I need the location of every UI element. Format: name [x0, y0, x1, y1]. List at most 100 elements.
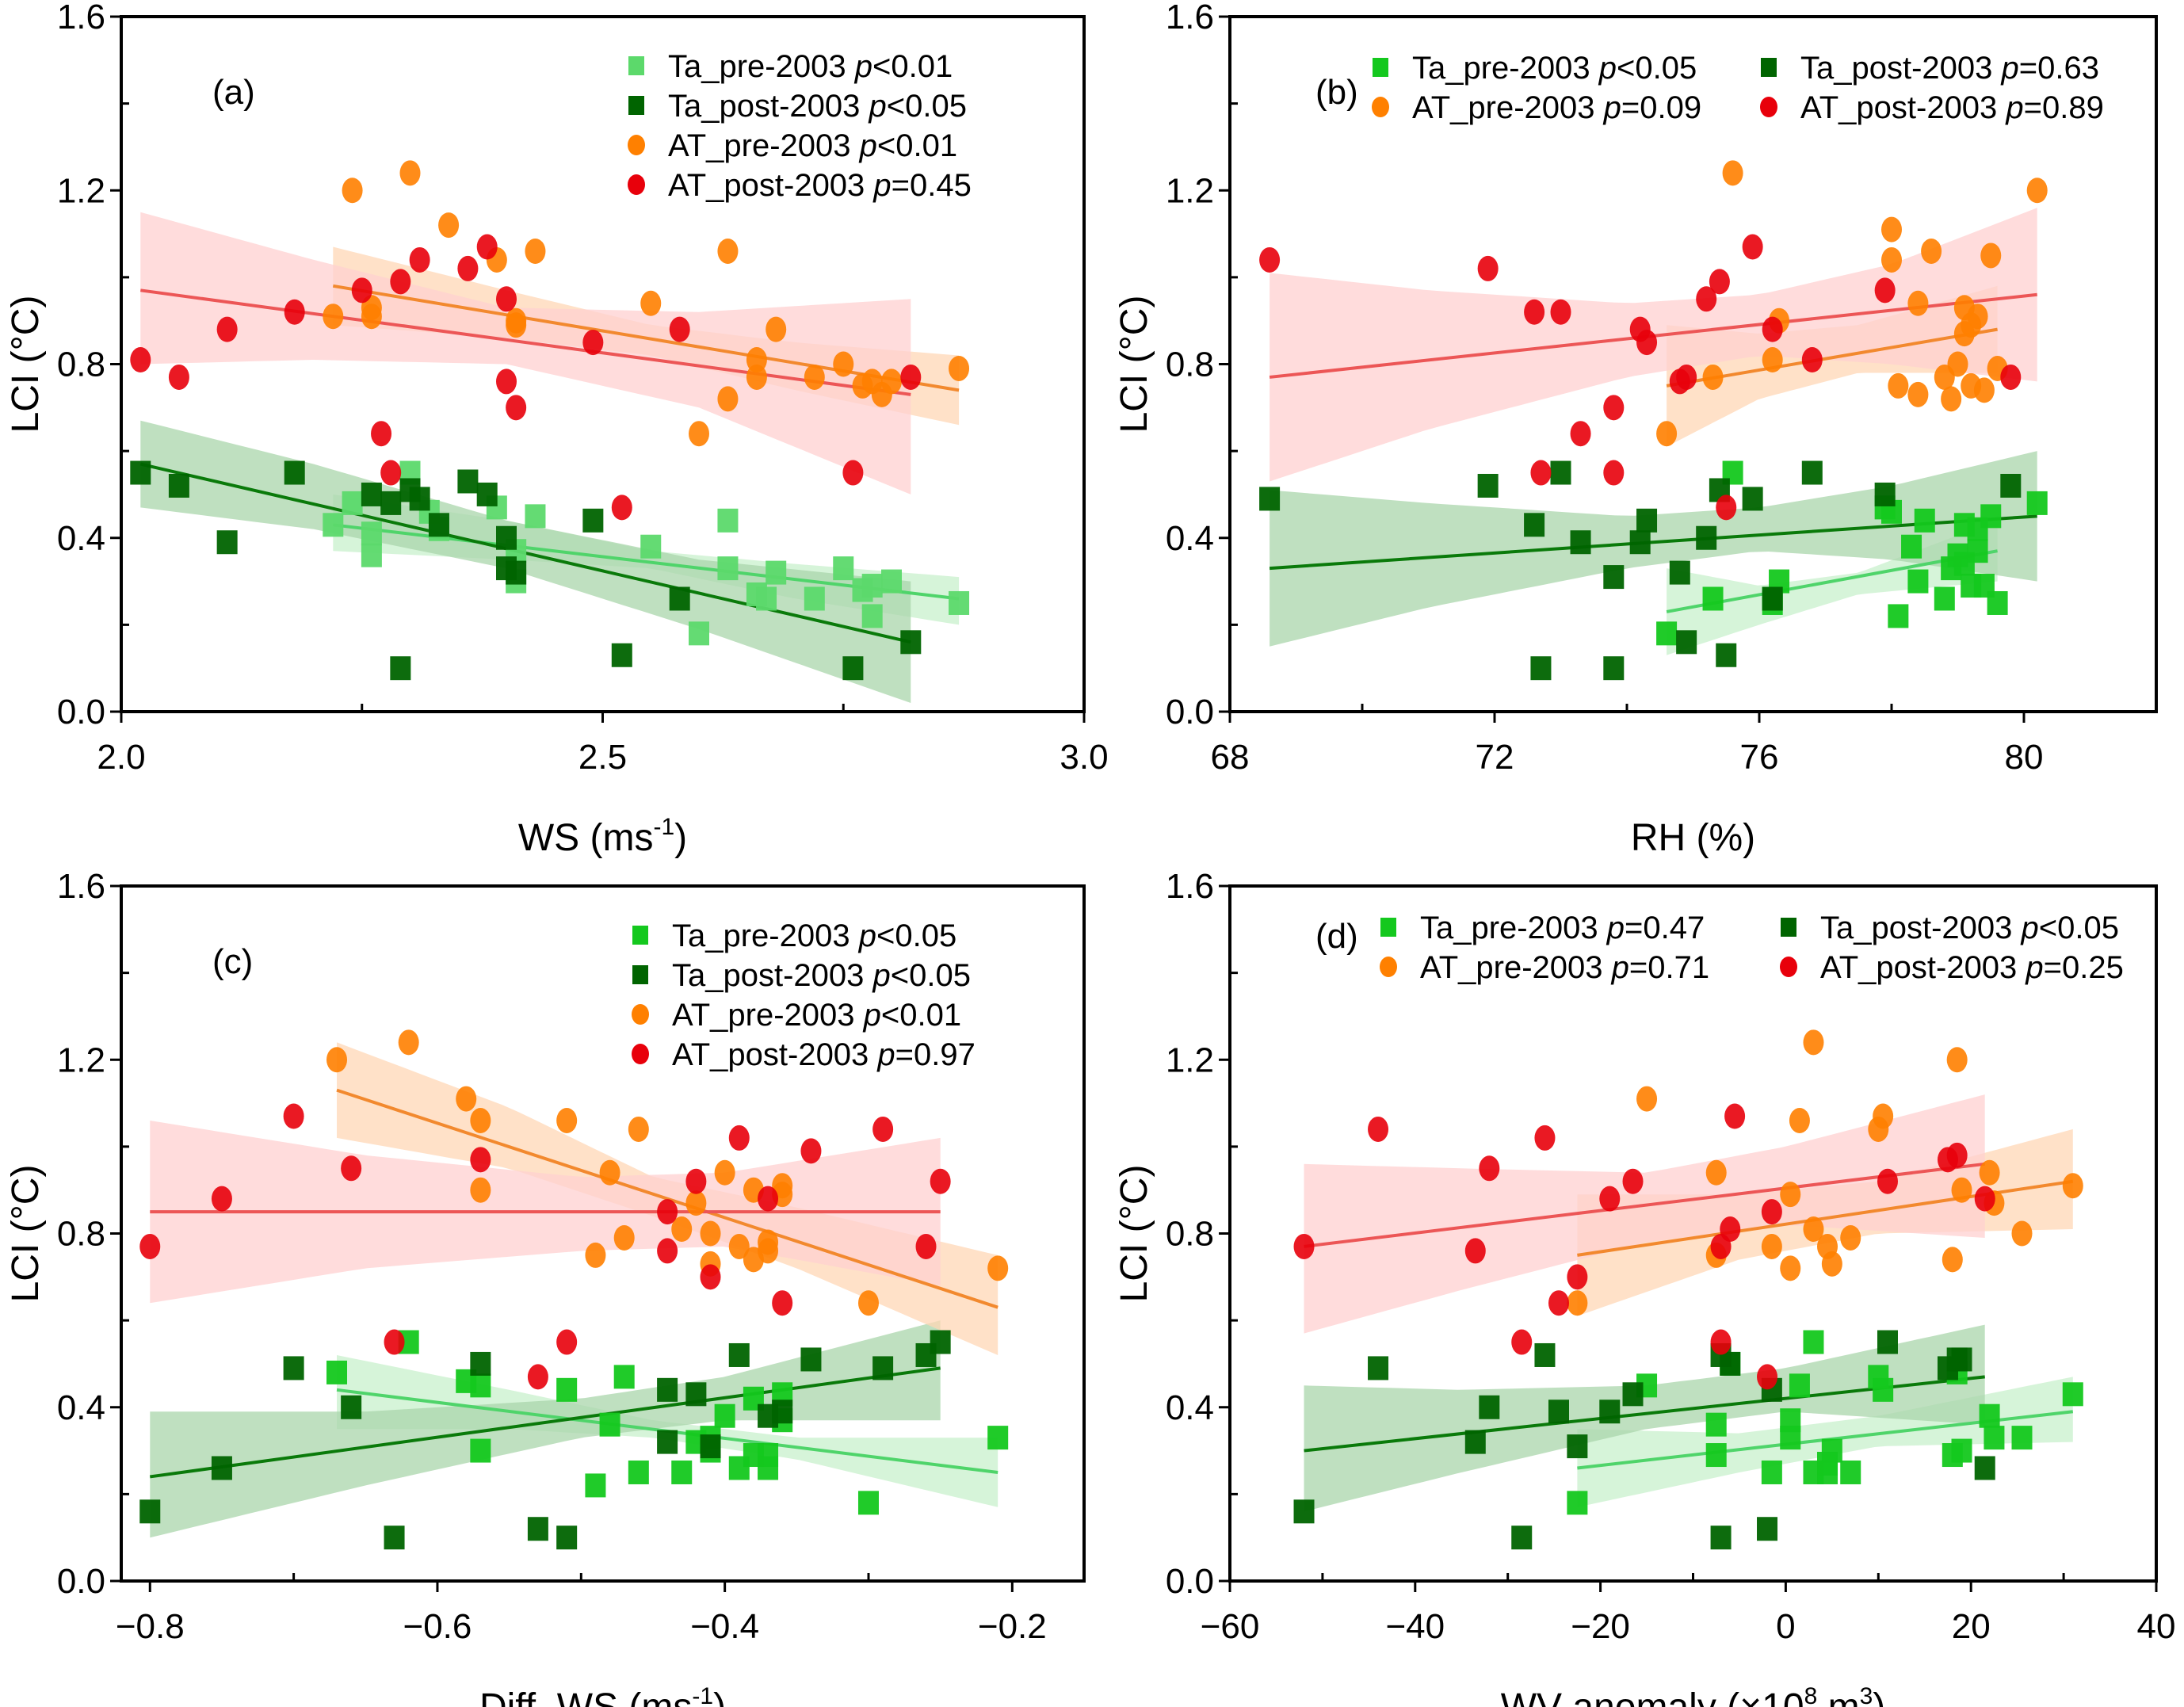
- data-point: [342, 178, 363, 204]
- series-ta-post-2003: [1293, 1330, 1995, 1550]
- x-tick-label: 3.0: [1060, 738, 1108, 777]
- series-ta-post-2003: [130, 460, 922, 681]
- series-at-post-2003: [1259, 234, 2022, 521]
- data-point: [1511, 1526, 1533, 1550]
- confidence-bands: [140, 212, 960, 703]
- data-point: [1757, 1364, 1778, 1390]
- data-point: [384, 1329, 405, 1355]
- data-point: [582, 508, 604, 533]
- data-point: [1877, 1168, 1898, 1194]
- series-at-post-2003: [1293, 1103, 1995, 1390]
- data-point: [1636, 508, 1658, 533]
- data-point: [1881, 246, 1902, 273]
- data-point: [2026, 178, 2048, 204]
- data-point: [1567, 1434, 1588, 1459]
- data-point: [470, 1351, 491, 1376]
- data-point: [585, 1473, 606, 1498]
- legend-item-ta-pre-2003: Ta_pre-2003 p=0.47: [1380, 911, 1705, 945]
- data-point: [758, 1456, 779, 1480]
- data-point: [669, 316, 690, 342]
- data-point: [1942, 1247, 1963, 1273]
- data-point: [671, 1460, 693, 1484]
- legend-marker-circle-icon: [628, 135, 645, 155]
- data-point: [689, 421, 709, 447]
- data-point: [717, 508, 739, 533]
- data-point: [657, 1377, 678, 1402]
- data-point: [1874, 482, 1896, 506]
- legend-item-at-post-2003: AT_post-2003 p=0.45: [628, 168, 972, 203]
- data-point: [1742, 234, 1763, 260]
- legend: Ta_pre-2003 p<0.05 Ta_post-2003 p=0.63 AT_…: [1372, 51, 2104, 125]
- data-point: [599, 1159, 620, 1186]
- data-point: [1293, 1499, 1315, 1524]
- y-tick-label: 1.2: [57, 1041, 105, 1079]
- data-point: [1530, 656, 1552, 681]
- legend-marker-square-icon: [632, 926, 648, 945]
- y-axis: 0.0 0.4 0.8 1.2 1.6: [57, 0, 129, 731]
- legend-item-at-post-2003: AT_post-2003 p=0.25: [1780, 950, 2124, 985]
- data-point: [399, 160, 421, 186]
- data-point: [1821, 1251, 1842, 1277]
- data-point: [640, 534, 662, 559]
- data-point: [2062, 1173, 2083, 1199]
- x-axis-title: RH (%): [1631, 817, 1755, 859]
- data-point: [1984, 1426, 2005, 1450]
- data-point: [930, 1168, 951, 1194]
- legend-item-ta-pre-2003: Ta_pre-2003 p<0.05: [1373, 51, 1697, 86]
- data-point: [283, 1103, 304, 1129]
- data-point: [380, 491, 402, 515]
- x-tick-label: −0.2: [978, 1607, 1047, 1646]
- x-tick-label: 40: [2137, 1607, 2176, 1646]
- data-point: [1464, 1238, 1486, 1264]
- x-axis: 68 72 76 80: [1211, 704, 2158, 777]
- data-point: [1761, 1233, 1782, 1259]
- legend-item-ta-pre-2003: Ta_pre-2003 p<0.05: [632, 918, 956, 953]
- x-tick-label: −0.4: [690, 1607, 759, 1646]
- data-point: [476, 234, 498, 260]
- data-point: [613, 1224, 635, 1251]
- data-point: [1762, 316, 1783, 342]
- data-point: [1669, 560, 1690, 585]
- data-point: [211, 1186, 232, 1212]
- data-point: [341, 1395, 362, 1419]
- data-point: [700, 1264, 721, 1290]
- data-point: [380, 460, 402, 486]
- data-point: [685, 1190, 707, 1216]
- data-point: [1702, 364, 1724, 390]
- data-point: [409, 246, 430, 273]
- x-axis: 2.0 2.5 3.0: [97, 704, 1109, 777]
- data-point: [1803, 1216, 1824, 1243]
- data-point: [1705, 1159, 1727, 1186]
- data-point: [284, 299, 305, 325]
- data-point: [1947, 351, 1968, 377]
- data-point: [1742, 487, 1763, 511]
- data-point: [640, 290, 662, 316]
- data-point: [361, 521, 382, 546]
- data-point: [284, 460, 305, 485]
- y-axis-title: LCI (°C): [1113, 296, 1155, 433]
- data-point: [1877, 1330, 1898, 1354]
- y-tick-label: 0.4: [57, 519, 105, 558]
- data-point: [323, 304, 344, 330]
- y-axis: 0.0 0.4 0.8 1.2 1.6: [57, 867, 129, 1601]
- data-point: [1789, 1107, 1810, 1133]
- legend-item-at-pre-2003: AT_pre-2003 p=0.09: [1372, 90, 1701, 125]
- legend-item-ta-post-2003: Ta_post-2003 p<0.05: [1781, 911, 2119, 945]
- data-point: [872, 1116, 894, 1142]
- data-point: [506, 560, 527, 585]
- data-point: [216, 316, 238, 342]
- data-point: [1720, 1351, 1741, 1376]
- panel-a: 0.0 0.4 0.8 1.2 1.6 2.0 2.5 3.0 LCI (°C) WS (ms-1…: [5, 0, 1109, 859]
- fit-line-at-pre-2003: [332, 284, 960, 392]
- band-at-post-2003: [1304, 1094, 1985, 1334]
- series-at-post-2003: [139, 1103, 951, 1390]
- data-point: [470, 1147, 491, 1173]
- x-tick-label: 80: [2005, 738, 2044, 777]
- x-tick-label: −0.6: [403, 1607, 472, 1646]
- y-axis-title: LCI (°C): [5, 296, 47, 433]
- data-point: [457, 255, 479, 281]
- data-point: [1622, 1168, 1644, 1194]
- data-point: [1524, 299, 1545, 325]
- y-tick-label: 1.2: [1166, 1041, 1214, 1079]
- data-point: [1622, 1382, 1644, 1407]
